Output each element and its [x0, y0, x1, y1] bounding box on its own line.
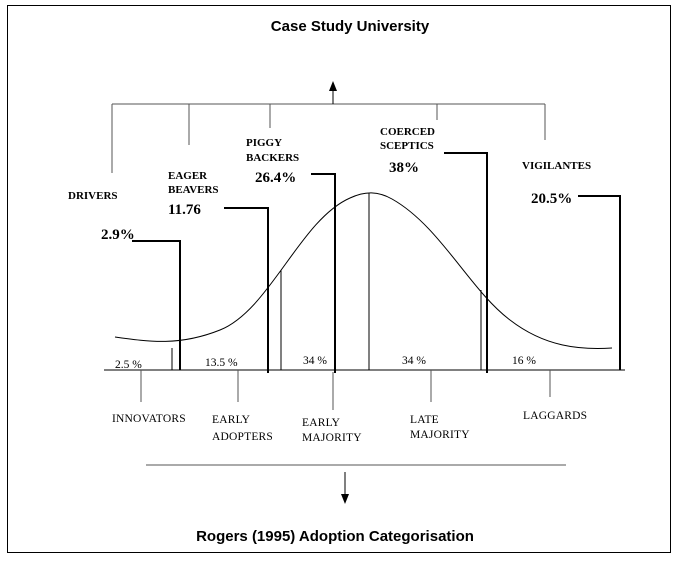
down-arrow-icon: [341, 494, 349, 504]
leader-piggy-backers: [311, 173, 336, 373]
group-piggy-backers-name-1: PIGGY: [246, 137, 282, 149]
group-drivers-name: DRIVERS: [68, 190, 118, 202]
leader-vigilantes: [578, 195, 621, 370]
category-early-majority-2: MAJORITY: [302, 432, 362, 444]
leader-coerced-sceptics: [444, 152, 488, 373]
category-early-adopters-2: ADOPTERS: [212, 431, 273, 443]
diagram-frame: [7, 5, 671, 553]
leader-drivers: [132, 240, 181, 370]
diagram-title: Case Study University: [271, 18, 430, 35]
category-laggards: LAGGARDS: [523, 410, 587, 422]
segment-innovators-percent: 2.5 %: [115, 359, 142, 371]
group-eager-beavers-percent: 11.76: [168, 202, 201, 218]
segment-laggards-percent: 16 %: [512, 355, 536, 367]
category-early-adopters-1: EARLY: [212, 414, 251, 426]
leader-eager-beavers: [224, 207, 269, 373]
group-coerced-sceptics-percent: 38%: [389, 160, 419, 176]
group-piggy-backers-name-2: BACKERS: [246, 152, 299, 164]
group-eager-beavers-name-1: EAGER: [168, 170, 208, 182]
group-eager-beavers-name-2: BEAVERS: [168, 184, 219, 196]
group-vigilantes-name: VIGILANTES: [522, 160, 591, 172]
segment-early-adopters-percent: 13.5 %: [205, 357, 238, 369]
group-piggy-backers-percent: 26.4%: [255, 170, 296, 186]
segment-late-majority-percent: 34 %: [402, 355, 426, 367]
category-late-majority-1: LATE: [410, 414, 439, 426]
category-late-majority-2: MAJORITY: [410, 429, 470, 441]
segment-early-majority-percent: 34 %: [303, 355, 327, 367]
group-drivers-percent: 2.9%: [101, 227, 135, 243]
up-arrow-icon: [329, 81, 337, 91]
group-vigilantes-percent: 20.5%: [531, 191, 572, 207]
group-coerced-sceptics-name-2: SCEPTICS: [380, 140, 434, 152]
diagram-caption: Rogers (1995) Adoption Categorisation: [196, 528, 474, 545]
group-coerced-sceptics-name-1: COERCED: [380, 126, 435, 138]
category-innovators: INNOVATORS: [112, 413, 186, 425]
category-early-majority-1: EARLY: [302, 417, 341, 429]
